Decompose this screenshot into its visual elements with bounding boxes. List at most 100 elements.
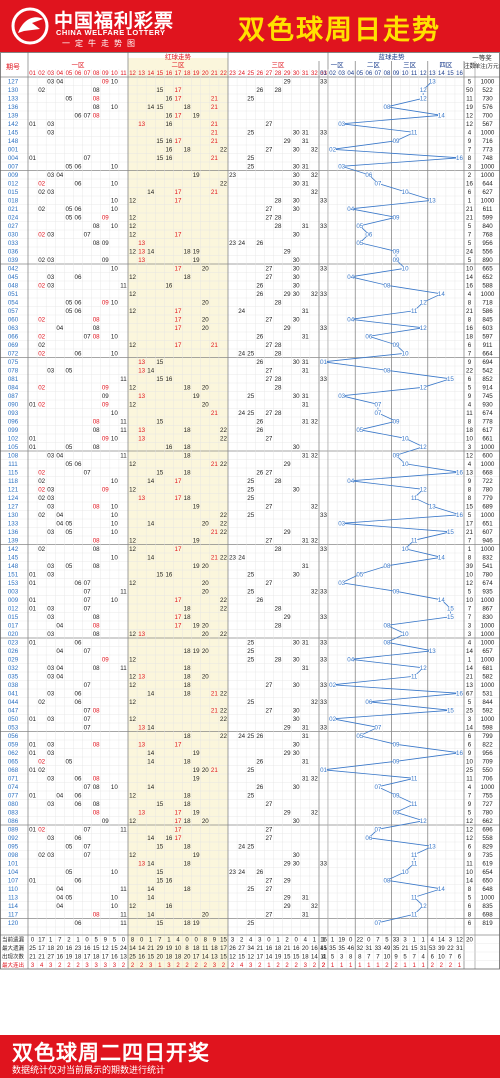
red-ball-mark: 12	[129, 538, 136, 545]
blue-stat-value: 46	[347, 946, 354, 952]
red-ball-mark: 20	[202, 385, 209, 392]
prize-amount: 1000	[481, 716, 495, 723]
blue-ball-mark: 16	[456, 691, 463, 698]
red-ball-mark: 13	[138, 631, 145, 638]
red-stat-value: 3	[149, 963, 153, 969]
red-stat-value: 14	[311, 955, 318, 961]
red-ball-mark: 28	[275, 478, 282, 485]
prize-count: 8	[468, 155, 472, 162]
red-stat-value: 9	[104, 938, 108, 944]
blue-ball-mark: 10	[402, 351, 409, 358]
red-ball-mark: 13	[138, 810, 145, 817]
red-ball-mark: 12	[129, 402, 136, 409]
prize-count: 12	[466, 835, 473, 842]
red-ball-mark: 22	[220, 461, 227, 468]
blue-ball-mark: 09	[393, 419, 400, 426]
red-ball-mark: 08	[93, 631, 100, 638]
red-ball-mark: 01	[29, 444, 36, 451]
red-ball-mark: 03	[47, 504, 54, 511]
red-ball-mark: 02	[38, 478, 45, 485]
red-ball-mark: 17	[175, 546, 182, 553]
red-stat-value: 16	[293, 946, 300, 952]
blue-stat-value: 7	[412, 955, 416, 961]
red-ball-mark: 17	[175, 113, 182, 120]
red-ball-mark: 26	[256, 733, 263, 740]
blue-stat-value: 7	[449, 955, 453, 961]
prize-count-header: 注数	[463, 62, 475, 70]
prize-count: 39	[466, 563, 473, 570]
blue-stat-value: 1	[412, 938, 416, 944]
red-ball-mark: 19	[193, 563, 200, 570]
red-ball-mark: 27	[265, 317, 272, 324]
prize-amount-header: 单注(万元)	[475, 62, 500, 70]
prize-count: 21	[466, 308, 473, 315]
red-ball-mark: 15	[156, 470, 163, 477]
blue-ball-mark: 09	[393, 589, 400, 596]
blue-ball-mark: 07	[374, 920, 381, 927]
red-ball-mark: 28	[275, 300, 282, 307]
issue-number: 081	[8, 376, 19, 383]
issue-number: 127	[8, 504, 19, 511]
red-stat-value: 2	[276, 963, 280, 969]
welfare-lottery-logo-icon	[11, 7, 49, 45]
red-stat-value: 3	[104, 963, 108, 969]
prize-amount: 722	[482, 478, 493, 485]
prize-count: 6	[468, 376, 472, 383]
red-ball-mark: 04	[56, 895, 63, 902]
red-ball-mark: 07	[84, 648, 91, 655]
prize-count: 16	[466, 325, 473, 332]
red-ball-mark: 13	[138, 368, 145, 375]
blue-ball-mark: 07	[374, 784, 381, 791]
blue-ball-backdrop	[356, 570, 364, 578]
red-stat-value: 12	[247, 955, 254, 961]
red-ball-mark: 31	[302, 725, 309, 732]
blue-stat-value: 7	[376, 955, 380, 961]
prize-count: 13	[466, 682, 473, 689]
red-ball-mark: 27	[265, 215, 272, 222]
issue-number: 050	[8, 716, 19, 723]
red-stat-value: 3	[258, 938, 262, 944]
red-ball-mark: 29	[284, 614, 291, 621]
blue-stat-value: 5	[403, 955, 407, 961]
red-ball-mark: 19	[193, 113, 200, 120]
red-ball-mark: 33	[320, 682, 327, 689]
prize-amount: 674	[482, 410, 493, 417]
red-ball-mark: 18	[184, 249, 191, 256]
red-stat-value: 2	[231, 963, 235, 969]
red-stat-value: 24	[120, 946, 127, 952]
red-ball-mark: 29	[284, 878, 291, 885]
red-ball-mark: 30	[293, 657, 300, 664]
red-ball-mark: 07	[84, 682, 91, 689]
red-number-header: 08	[93, 71, 100, 77]
red-ball-mark: 18	[184, 861, 191, 868]
red-ball-mark: 02	[38, 402, 45, 409]
red-ball-mark: 31	[302, 368, 309, 375]
red-stat-value: 20	[302, 946, 309, 952]
issue-number: 145	[8, 555, 19, 562]
prize-count: 5	[468, 895, 472, 902]
red-stat-value: 0	[85, 938, 89, 944]
red-ball-mark: 26	[256, 283, 263, 290]
blue-ball-backdrop	[401, 545, 409, 553]
red-ball-mark: 18	[184, 495, 191, 502]
issue-number: 015	[8, 189, 19, 196]
blue-ball-mark: 04	[347, 478, 354, 485]
blue-ball-mark: 08	[384, 878, 391, 885]
red-ball-mark: 06	[75, 274, 82, 281]
red-ball-mark: 28	[275, 87, 282, 94]
red-ball-mark: 32	[311, 699, 318, 706]
red-ball-mark: 22	[220, 427, 227, 434]
issue-number: 110	[8, 886, 18, 893]
blue-ball-backdrop	[437, 553, 445, 561]
red-number-header: 22	[220, 71, 227, 77]
red-ball-mark: 05	[65, 206, 72, 213]
prize-count: 4	[468, 640, 472, 647]
red-ball-mark: 06	[75, 351, 82, 358]
red-ball-mark: 17	[175, 810, 182, 817]
issue-number: 142	[8, 121, 19, 128]
red-ball-mark: 33	[320, 657, 327, 664]
red-ball-mark: 18	[184, 793, 191, 800]
prize-amount: 832	[482, 555, 493, 562]
red-stat-value: 18	[47, 946, 54, 952]
red-ball-mark: 16	[165, 376, 172, 383]
